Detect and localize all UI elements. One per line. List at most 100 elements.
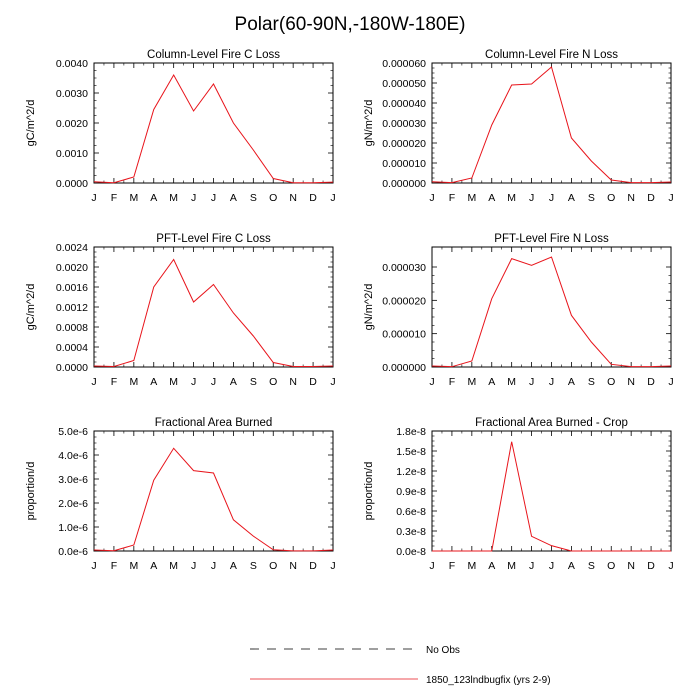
x-tick-label: O <box>607 560 615 572</box>
plot-frame <box>431 430 672 552</box>
x-tick-label: A <box>488 376 495 388</box>
y-tick-label: 0.000020 <box>382 295 426 307</box>
x-tick-label: J <box>549 560 554 572</box>
y-tick-label: 0.0008 <box>56 322 88 334</box>
x-tick-label: J <box>549 192 554 204</box>
x-tick-label: S <box>250 376 257 388</box>
x-tick-label: A <box>230 192 237 204</box>
y-tick-label: 0.0000 <box>56 178 88 190</box>
series-line <box>93 447 334 552</box>
y-tick-label: 0.0010 <box>56 148 88 160</box>
x-tick-label: J <box>429 376 434 388</box>
y-tick-label: 4.0e-6 <box>58 450 88 462</box>
x-tick-label: J <box>191 560 196 572</box>
x-tick-label: D <box>309 192 317 204</box>
y-tick-label: 0.000020 <box>382 138 426 150</box>
chart-title: Column-Level Fire C Loss <box>147 49 280 61</box>
x-tick-label: S <box>588 376 595 388</box>
x-tick-label: M <box>467 560 476 572</box>
x-tick-label: F <box>111 192 117 204</box>
chart-title: Fractional Area Burned <box>155 417 273 429</box>
x-tick-label: N <box>627 192 635 204</box>
x-tick-label: J <box>211 376 216 388</box>
x-tick-label: J <box>91 192 96 204</box>
y-tick-label: 0.000030 <box>382 118 426 130</box>
y-axis-label: gN/m^2/d <box>363 100 375 147</box>
x-tick-label: J <box>529 192 534 204</box>
x-tick-label: N <box>289 192 297 204</box>
chart-title: Fractional Area Burned - Crop <box>475 417 628 429</box>
x-tick-label: D <box>647 376 655 388</box>
x-tick-label: J <box>211 560 216 572</box>
x-tick-label: J <box>330 560 335 572</box>
x-tick-label: N <box>627 560 635 572</box>
x-tick-label: A <box>488 192 495 204</box>
y-tick-label: 0.0000 <box>56 362 88 374</box>
x-tick-label: F <box>449 192 455 204</box>
y-tick-label: 0.0040 <box>56 58 88 70</box>
x-tick-label: O <box>607 192 615 204</box>
x-tick-label: J <box>91 560 96 572</box>
x-tick-label: D <box>309 560 317 572</box>
x-tick-label: A <box>488 560 495 572</box>
y-axis-label: proportion/d <box>25 462 37 521</box>
y-tick-label: 0.0016 <box>56 282 88 294</box>
x-tick-label: N <box>627 376 635 388</box>
y-tick-label: 0.0030 <box>56 88 88 100</box>
y-tick-label: 1.5e-8 <box>396 446 426 458</box>
x-tick-label: J <box>549 376 554 388</box>
y-axis-label: gN/m^2/d <box>363 284 375 331</box>
y-tick-label: 1.8e-8 <box>396 426 426 438</box>
y-tick-label: 0.0004 <box>56 342 88 354</box>
x-tick-label: A <box>150 376 157 388</box>
x-tick-label: F <box>449 376 455 388</box>
x-tick-label: M <box>467 192 476 204</box>
plot-frame <box>431 246 672 368</box>
y-tick-label: 0.000040 <box>382 98 426 110</box>
x-tick-label: M <box>169 560 178 572</box>
x-tick-label: J <box>191 192 196 204</box>
x-tick-label: O <box>269 192 277 204</box>
series-line <box>93 73 334 184</box>
y-tick-label: 0.000030 <box>382 262 426 274</box>
x-tick-label: M <box>169 192 178 204</box>
y-tick-label: 0.000000 <box>382 362 426 374</box>
x-tick-label: J <box>429 560 434 572</box>
x-tick-label: M <box>129 376 138 388</box>
x-tick-label: M <box>507 192 516 204</box>
plot-frame <box>93 430 334 552</box>
x-tick-label: S <box>588 192 595 204</box>
series-line <box>432 441 671 552</box>
x-tick-label: M <box>129 192 138 204</box>
y-tick-label: 0.000050 <box>382 78 426 90</box>
x-tick-label: J <box>529 376 534 388</box>
y-tick-label: 0.3e-8 <box>396 526 426 538</box>
x-tick-label: A <box>568 192 575 204</box>
x-tick-label: F <box>449 560 455 572</box>
y-tick-label: 1.0e-6 <box>58 522 88 534</box>
x-tick-label: A <box>150 560 157 572</box>
x-tick-label: J <box>668 560 673 572</box>
y-tick-label: 0.000000 <box>382 178 426 190</box>
x-tick-label: A <box>150 192 157 204</box>
x-tick-label: A <box>230 560 237 572</box>
x-tick-label: J <box>91 376 96 388</box>
y-tick-label: 0.0024 <box>56 242 88 254</box>
x-tick-label: N <box>289 560 297 572</box>
x-tick-label: S <box>250 192 257 204</box>
x-tick-label: A <box>568 376 575 388</box>
y-tick-label: 0.000060 <box>382 58 426 70</box>
series-line <box>431 256 672 368</box>
x-tick-label: M <box>169 376 178 388</box>
x-tick-label: A <box>230 376 237 388</box>
x-tick-label: S <box>250 560 257 572</box>
x-tick-label: J <box>668 376 673 388</box>
x-tick-label: F <box>111 560 117 572</box>
y-tick-label: 0.000010 <box>382 329 426 341</box>
plot-frame <box>93 246 334 368</box>
series-line <box>431 66 672 184</box>
y-tick-label: 0.0020 <box>56 262 88 274</box>
x-tick-label: M <box>467 376 476 388</box>
y-axis-label: gC/m^2/d <box>25 100 37 147</box>
